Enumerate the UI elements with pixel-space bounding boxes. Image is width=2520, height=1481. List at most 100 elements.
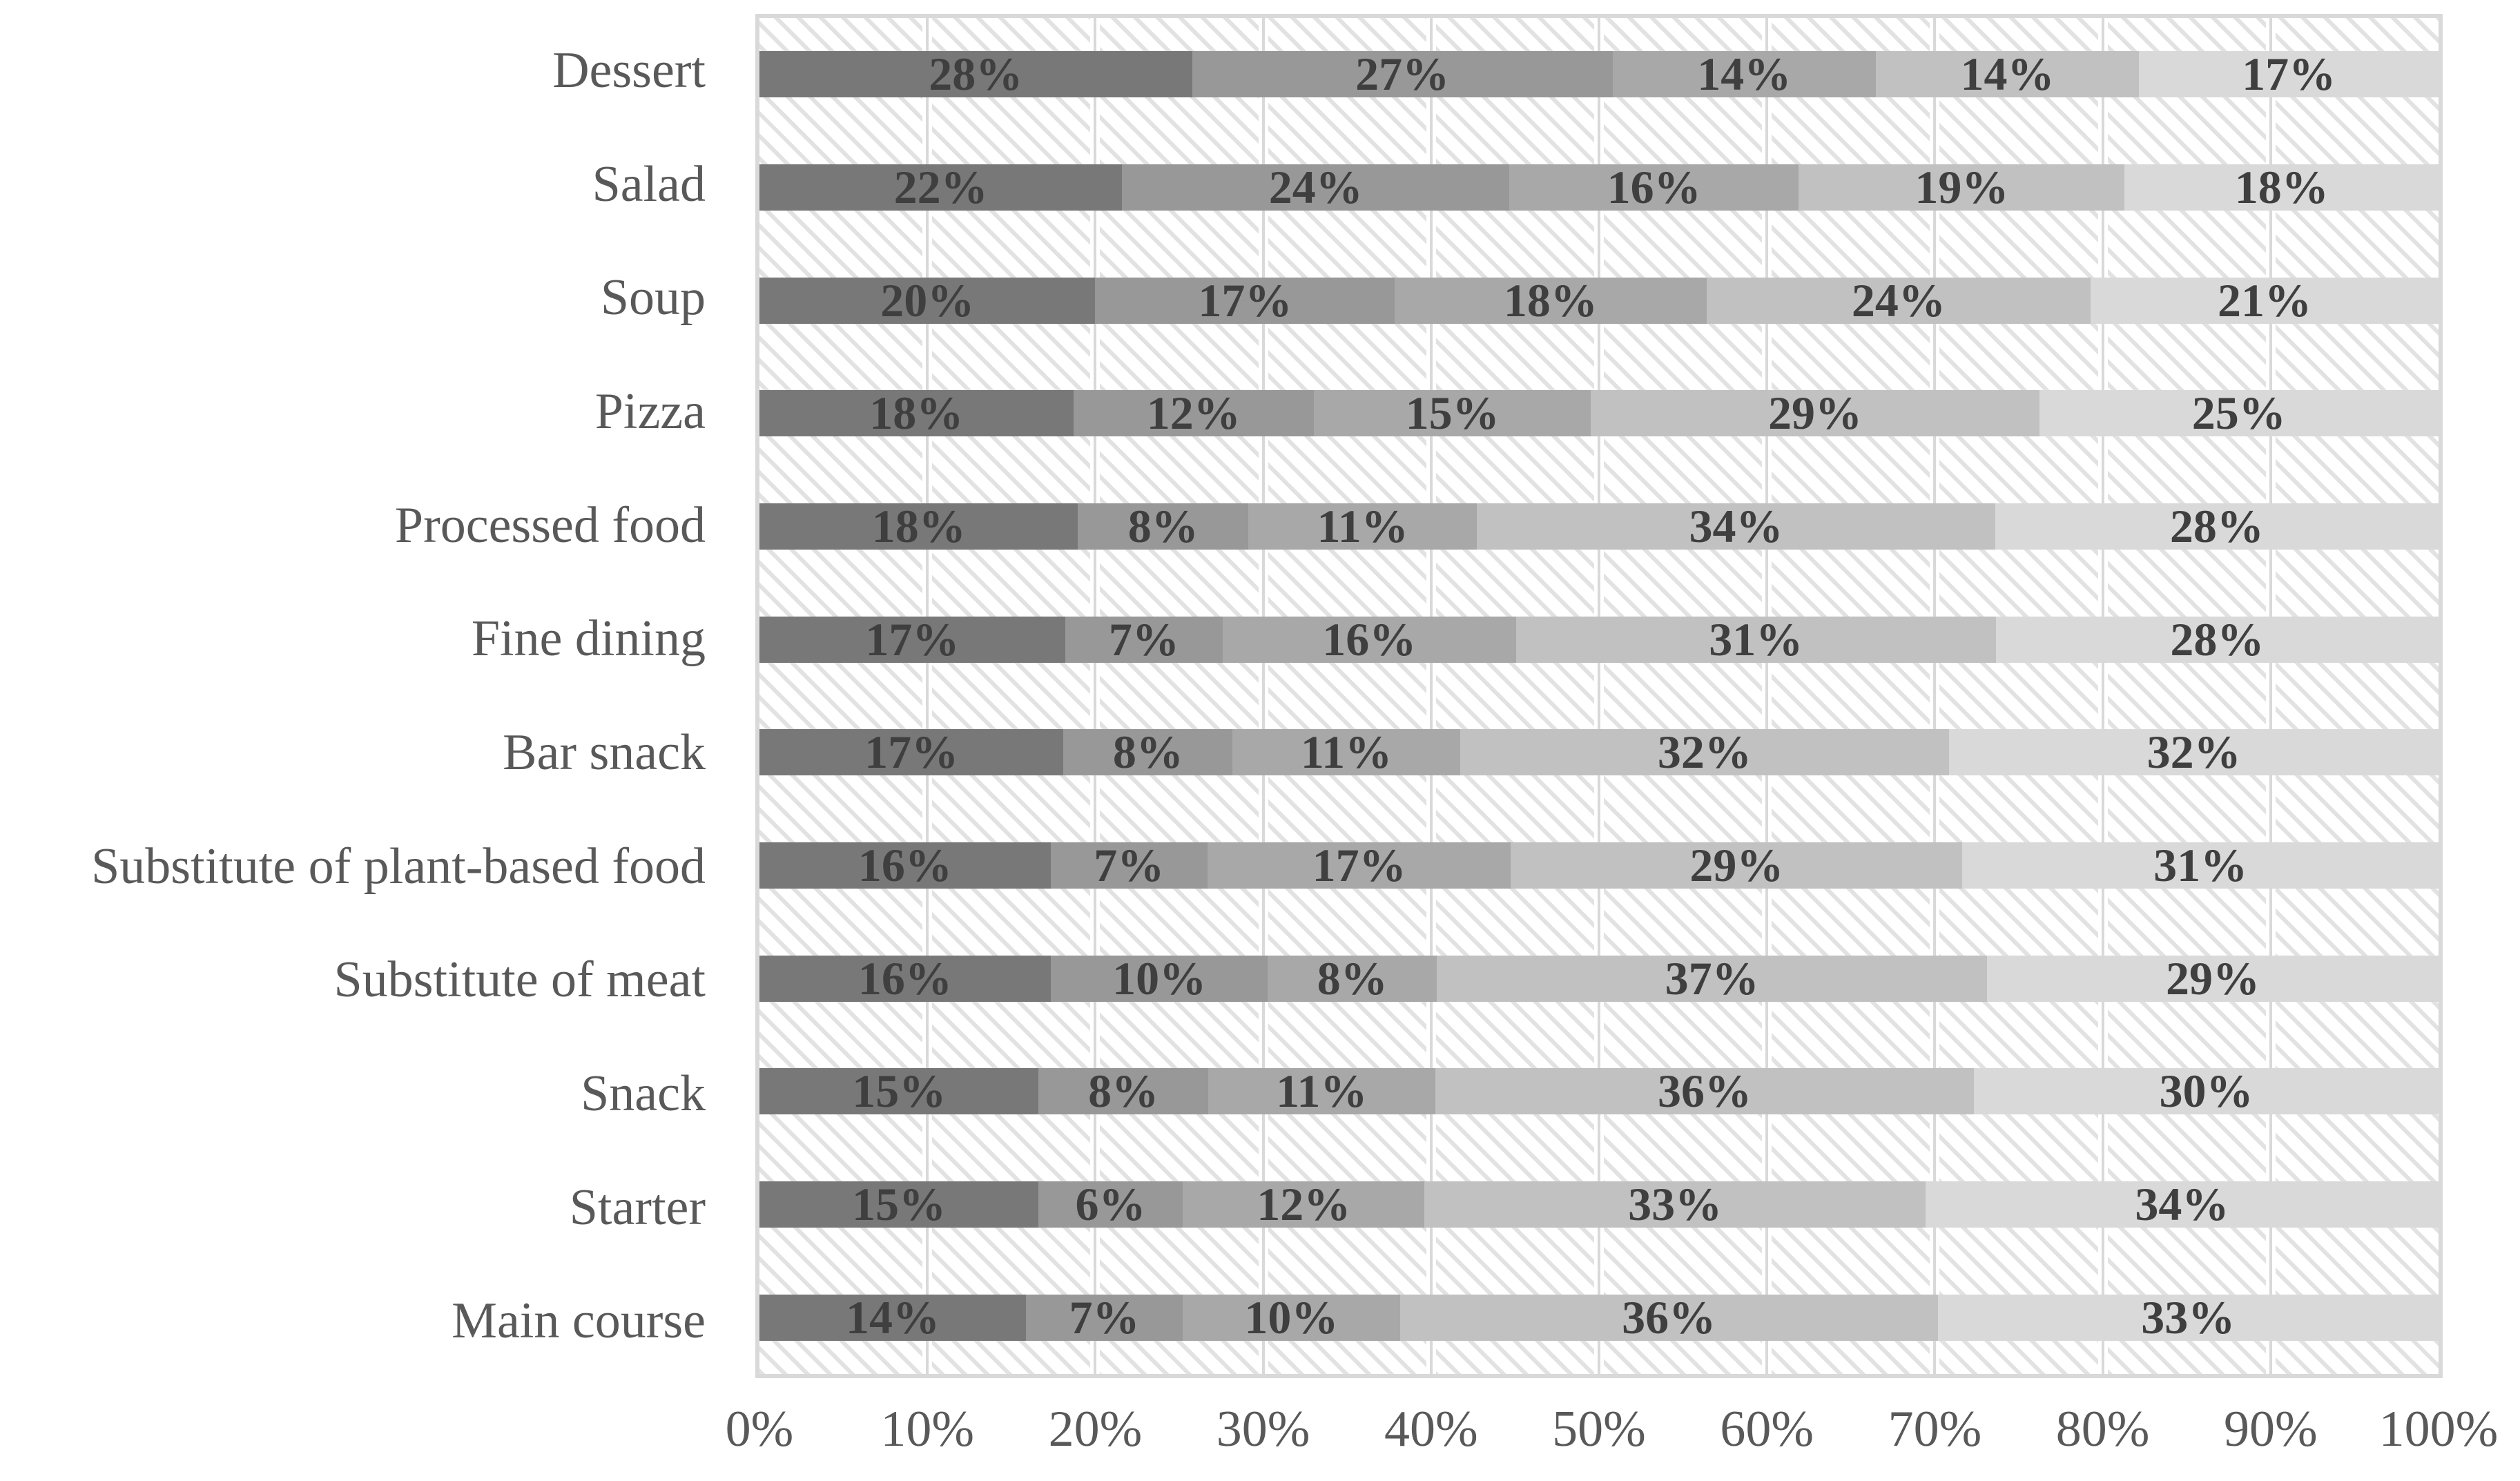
- gridline: [2097, 18, 2108, 1374]
- data-label: 33%: [1628, 1178, 1723, 1231]
- gridline: [1930, 18, 1940, 1374]
- bar-segment: 34%: [1477, 500, 1995, 552]
- bar-segment: 18%: [1395, 274, 1707, 327]
- data-label: 16%: [1322, 612, 1417, 666]
- data-label: 17%: [865, 612, 960, 666]
- stacked-bar: 22% 24% 16% 19% 18%: [759, 161, 2439, 213]
- bar-row: 16% 7% 17% 29% 31%: [759, 809, 2439, 922]
- bar-segment: 10%: [1183, 1291, 1400, 1344]
- x-axis-tick-label: 30%: [1216, 1401, 1310, 1458]
- data-label: 31%: [2153, 839, 2248, 892]
- plot-area: 28% 27% 14% 14% 17% 22% 24% 16% 19% 18% 20% 17% 18% 2…: [755, 14, 2443, 1378]
- bar-row: 15% 6% 12% 33% 34%: [759, 1148, 2439, 1261]
- bar-row: 14% 7% 10% 36% 33%: [759, 1261, 2439, 1374]
- data-label: 17%: [864, 726, 959, 779]
- data-label: 25%: [2191, 387, 2286, 440]
- bar-segment: 27%: [1192, 48, 1613, 100]
- stacked-bar: 20% 17% 18% 24% 21%: [759, 274, 2439, 327]
- category-label: Soup: [600, 269, 706, 327]
- data-label: 14%: [1960, 48, 2055, 101]
- bar-row: 17% 8% 11% 32% 32%: [759, 696, 2439, 809]
- data-label: 8%: [1127, 500, 1199, 553]
- bar-segment: 33%: [1424, 1178, 1926, 1230]
- x-axis-tick-label: 80%: [2055, 1401, 2150, 1458]
- x-axis-tick-label: 100%: [2378, 1401, 2499, 1458]
- data-label: 34%: [2135, 1178, 2229, 1231]
- bar-segment: 15%: [759, 1065, 1039, 1117]
- bar-segment: 28%: [759, 48, 1192, 100]
- bar-rows: 28% 27% 14% 14% 17% 22% 24% 16% 19% 18% 20% 17% 18% 2…: [759, 18, 2439, 1374]
- data-label: 16%: [857, 951, 952, 1005]
- bar-segment: 22%: [759, 161, 1123, 213]
- category-label: Pizza: [594, 383, 706, 440]
- bar-segment: 24%: [1122, 161, 1510, 213]
- data-label: 19%: [1915, 161, 2009, 213]
- stacked-bar: 15% 8% 11% 36% 30%: [759, 1065, 2439, 1117]
- bar-segment: 12%: [1073, 387, 1314, 439]
- data-label: 15%: [852, 1065, 947, 1118]
- bar-segment: 14%: [759, 1291, 1027, 1344]
- data-label: 32%: [1657, 726, 1752, 779]
- data-label: 24%: [1268, 161, 1363, 213]
- stacked-bar: 28% 27% 14% 14% 17%: [759, 48, 2439, 100]
- bar-segment: 7%: [1026, 1291, 1183, 1344]
- data-label: 20%: [880, 273, 975, 327]
- data-label: 29%: [2166, 951, 2260, 1005]
- data-label: 6%: [1075, 1178, 1146, 1231]
- bar-segment: 19%: [1799, 161, 2125, 213]
- stacked-bar: 17% 7% 16% 31% 28%: [759, 613, 2439, 666]
- data-label: 14%: [846, 1290, 940, 1344]
- bar-segment: 18%: [2124, 161, 2439, 213]
- stacked-bar: 17% 8% 11% 32% 32%: [759, 726, 2439, 778]
- bar-segment: 8%: [1078, 500, 1249, 552]
- bar-segment: 24%: [1706, 274, 2091, 327]
- bar-segment: 16%: [759, 839, 1051, 891]
- bar-segment: 15%: [1313, 387, 1591, 439]
- data-label: 7%: [1108, 612, 1179, 666]
- bar-segment: 6%: [1038, 1178, 1183, 1230]
- data-label: 28%: [2170, 612, 2265, 666]
- bar-segment: 17%: [759, 613, 1065, 666]
- bar-segment: 11%: [1232, 726, 1460, 778]
- data-label: 10%: [1244, 1290, 1339, 1344]
- data-label: 8%: [1112, 726, 1183, 779]
- bar-segment: 11%: [1248, 500, 1477, 552]
- category-label: Fine dining: [471, 610, 706, 668]
- bar-row: 28% 27% 14% 14% 17%: [759, 18, 2439, 131]
- stacked-bar: 15% 6% 12% 33% 34%: [759, 1178, 2439, 1230]
- bar-row: 15% 8% 11% 36% 30%: [759, 1035, 2439, 1148]
- gridline: [2265, 18, 2276, 1374]
- bar-segment: 17%: [2139, 48, 2439, 100]
- gridline: [922, 18, 933, 1374]
- data-label: 18%: [871, 500, 966, 553]
- x-axis-tick-label: 90%: [2223, 1401, 2318, 1458]
- data-label: 11%: [1276, 1065, 1368, 1118]
- bar-segment: 33%: [1937, 1291, 2439, 1344]
- data-label: 11%: [1317, 500, 1408, 553]
- stacked-bar: 18% 8% 11% 34% 28%: [759, 500, 2439, 552]
- data-label: 32%: [2146, 726, 2241, 779]
- bar-segment: 17%: [1207, 839, 1511, 891]
- bar-segment: 17%: [1095, 274, 1395, 327]
- bar-segment: 28%: [1995, 500, 2439, 552]
- stacked-bar: 16% 7% 17% 29% 31%: [759, 839, 2439, 891]
- bar-segment: 16%: [759, 952, 1051, 1005]
- gridline: [1594, 18, 1604, 1374]
- category-label: Starter: [569, 1179, 706, 1236]
- data-label: 36%: [1657, 1065, 1752, 1118]
- data-label: 27%: [1355, 48, 1450, 101]
- category-label: Bar snack: [503, 724, 706, 781]
- bar-segment: 21%: [2091, 274, 2439, 327]
- data-label: 10%: [1112, 951, 1207, 1005]
- data-label: 30%: [2159, 1065, 2254, 1118]
- data-label: 34%: [1689, 500, 1783, 553]
- x-axis-tick-label: 70%: [1888, 1401, 1982, 1458]
- category-label: Snack: [581, 1065, 706, 1122]
- bar-segment: 7%: [1065, 613, 1223, 666]
- data-label: 8%: [1088, 1065, 1159, 1118]
- category-label: Dessert: [552, 41, 706, 99]
- bar-segment: 14%: [1612, 48, 1876, 100]
- data-label: 21%: [2218, 273, 2312, 327]
- bar-segment: 36%: [1399, 1291, 1938, 1344]
- bar-segment: 32%: [1460, 726, 1950, 778]
